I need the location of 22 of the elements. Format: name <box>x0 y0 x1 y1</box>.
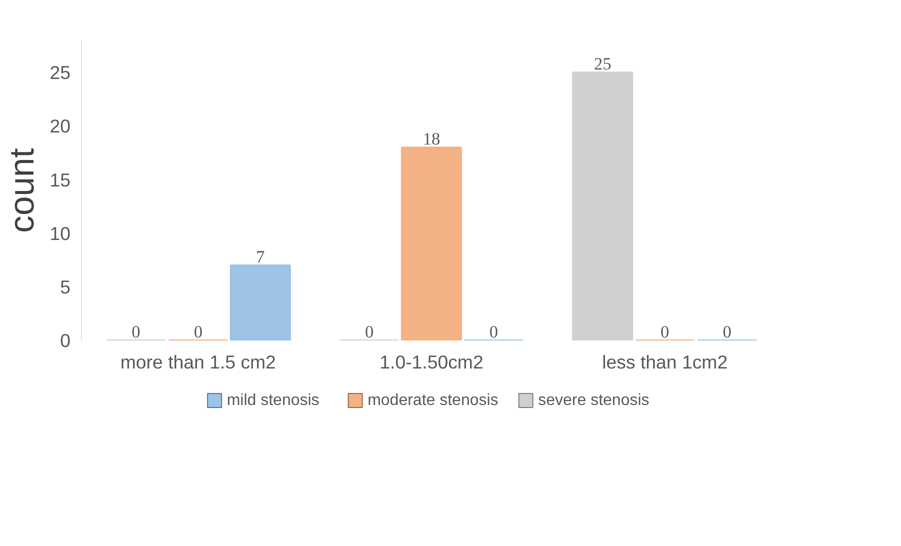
data-label: 0 <box>722 322 732 342</box>
y-tick-label: 25 <box>50 62 71 84</box>
x-tick-label: less than 1cm2 <box>602 352 728 372</box>
x-tick-label: more than 1.5 cm2 <box>120 352 276 372</box>
y-tick-label: 15 <box>50 169 71 190</box>
data-label: 0 <box>364 322 374 342</box>
data-label: 18 <box>422 130 440 149</box>
data-label: 0 <box>489 322 498 342</box>
data-label: 25 <box>594 54 612 74</box>
legend-label: moderate stenosis <box>368 392 498 409</box>
y-tick-label: 0 <box>60 330 71 351</box>
data-label: 0 <box>132 322 140 342</box>
legend-label: mild stenosis <box>226 392 320 409</box>
y-tick-label: 10 <box>50 222 71 244</box>
data-label: 0 <box>194 322 203 342</box>
data-label: 0 <box>660 322 670 342</box>
y-tick-label: 20 <box>50 116 71 137</box>
x-tick-label: 1.0-1.50cm2 <box>380 352 484 372</box>
legend-label: severe stenosis <box>538 392 650 409</box>
y-tick-label: 5 <box>60 276 71 298</box>
data-label: 7 <box>256 248 266 266</box>
y-axis-title: count <box>4 148 42 233</box>
